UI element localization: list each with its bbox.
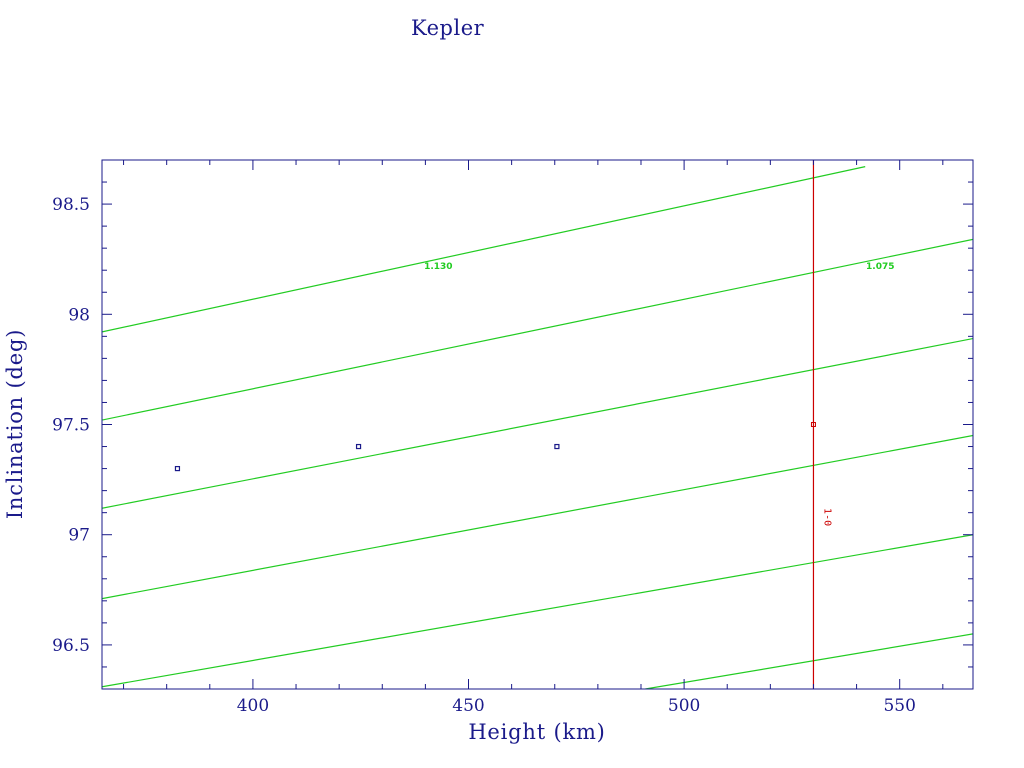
- y-tick-label: 97: [68, 526, 90, 546]
- contour-line-1: [102, 166, 866, 333]
- y-axis-label: Inclination (deg): [3, 329, 27, 519]
- x-tick-label: 500: [668, 696, 700, 716]
- contour-label-2: 1.075: [866, 262, 894, 272]
- x-tick-label: 400: [237, 696, 269, 716]
- contour-line-2: [102, 238, 973, 421]
- chart-title: Kepler: [411, 16, 485, 40]
- highlight-point: [810, 422, 816, 427]
- plot-area: 1.130 1.075 1-0: [102, 160, 973, 689]
- x-tick-label: 450: [452, 696, 484, 716]
- contour-line-5: [102, 534, 973, 688]
- y-tick-label: 98: [68, 305, 90, 325]
- axes: 400 450 500 550 96.5 97 97.5 98 98.5: [52, 159, 974, 716]
- contour-label-1: 1.130: [424, 262, 452, 272]
- x-axis-label: Height (km): [468, 720, 605, 744]
- y-tick-label: 98.5: [52, 195, 90, 215]
- data-point-3: [554, 443, 560, 450]
- x-tick-label: 550: [883, 696, 915, 716]
- data-point-1: [174, 465, 181, 472]
- contour-line-6: [645, 633, 973, 689]
- contour-line-3: [102, 337, 973, 509]
- data-point-2: [355, 443, 362, 450]
- contour-line-4: [102, 434, 973, 600]
- y-tick-label: 96.5: [52, 636, 90, 656]
- y-tick-label: 97.5: [52, 416, 90, 436]
- vertical-marker-label: 1-0: [821, 508, 832, 526]
- plot-frame: [101, 159, 974, 690]
